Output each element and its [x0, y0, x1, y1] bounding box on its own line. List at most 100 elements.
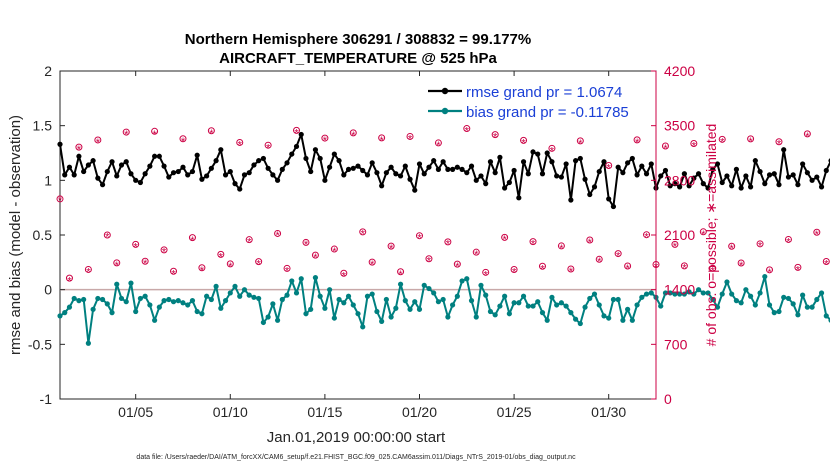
obs-assimilated-point: * — [588, 237, 593, 249]
obs-assimilated-point: * — [597, 256, 602, 268]
obs-possible-point — [803, 130, 811, 138]
rmse-point — [733, 166, 740, 172]
bias-point — [317, 293, 323, 299]
rmse-point — [454, 164, 460, 170]
bias-point — [719, 291, 725, 297]
rmse-point — [776, 182, 782, 188]
rmse-point — [691, 175, 697, 181]
rmse-point — [506, 179, 512, 186]
rmse-point — [95, 175, 101, 181]
bias-point — [800, 292, 806, 298]
rmse-point — [241, 172, 248, 178]
rmse-point — [218, 147, 224, 153]
obs-possible-point — [586, 236, 594, 244]
bias-point — [672, 291, 678, 297]
obs-possible-point — [160, 246, 168, 254]
rmse-point — [738, 185, 744, 191]
bias-point — [345, 293, 352, 299]
y-tick-label-left: 0.5 — [33, 227, 53, 243]
obs-possible-point — [756, 240, 764, 248]
bias-point — [256, 295, 262, 302]
obs-assimilated-point: * — [540, 263, 545, 275]
bias-point — [62, 310, 68, 316]
y-tick-label-right: 2100 — [664, 227, 695, 243]
bias-point — [246, 292, 252, 298]
rmse-point — [648, 161, 654, 167]
obs-possible-point — [709, 264, 717, 272]
bias-point — [241, 287, 248, 293]
obs-assimilated-point: * — [739, 260, 744, 272]
obs-possible-point — [188, 234, 196, 242]
obs-assimilated-point: * — [692, 140, 697, 152]
rmse-point — [293, 143, 300, 150]
y-tick-label-right: 0 — [664, 391, 672, 407]
obs-assimilated-point: * — [115, 260, 120, 272]
rmse-point — [748, 184, 754, 190]
obs-possible-point — [605, 161, 613, 169]
bias-point — [331, 315, 337, 321]
obs-possible-point — [236, 138, 244, 146]
bias-point — [66, 304, 73, 310]
bias-point — [76, 298, 82, 304]
rmse-point — [710, 166, 716, 172]
bias-point — [823, 313, 829, 319]
obs-possible-point — [501, 233, 509, 241]
rmse-point — [643, 171, 650, 177]
rmse-point — [213, 158, 219, 164]
bias-point — [762, 273, 768, 280]
obs-possible-point — [718, 135, 726, 143]
rmse-point — [57, 141, 63, 147]
bias-point — [568, 310, 574, 316]
obs-assimilated-point: * — [493, 131, 498, 143]
obs-assimilated-point: * — [578, 138, 583, 150]
rmse-point — [109, 159, 115, 165]
rmse-point — [615, 164, 621, 170]
obs-assimilated-point: * — [644, 232, 649, 244]
rmse-point — [298, 131, 304, 138]
rmse-point — [435, 166, 442, 172]
rmse-point — [539, 171, 546, 177]
obs-assimilated-point: * — [465, 126, 470, 138]
bias-point — [402, 298, 408, 304]
bias-point — [374, 308, 380, 315]
rmse-point — [62, 172, 68, 178]
rmse-point — [785, 174, 792, 180]
obs-possible-point — [397, 268, 405, 276]
obs-assimilated-point: * — [380, 135, 385, 147]
bias-point — [298, 276, 304, 282]
bias-point — [667, 290, 673, 296]
obs-possible-point — [340, 269, 348, 277]
obs-possible-point — [245, 236, 253, 244]
rmse-point — [431, 158, 437, 164]
obs-assimilated-point: * — [635, 137, 640, 149]
bias-point — [625, 306, 631, 312]
bias-point — [748, 293, 754, 299]
obs-assimilated-point: * — [105, 232, 110, 244]
bias-point — [459, 278, 465, 284]
obs-assimilated-point: * — [228, 261, 233, 273]
obs-possible-point — [822, 257, 830, 265]
bias-point — [502, 293, 508, 299]
rmse-point — [473, 177, 479, 183]
rmse-point — [312, 147, 319, 153]
rmse-point — [265, 165, 271, 171]
obs-assimilated-point: * — [323, 135, 328, 147]
obs-possible-point — [94, 136, 102, 144]
bias-point — [752, 302, 758, 308]
obs-assimilated-point: * — [607, 162, 612, 174]
bias-point — [781, 294, 787, 300]
bias-point — [303, 311, 309, 317]
bias-point — [407, 306, 413, 312]
rmse-point — [279, 166, 285, 172]
rmse-point — [544, 150, 550, 156]
obs-assimilated-point: * — [209, 128, 214, 140]
bias-point — [639, 294, 645, 300]
rmse-point — [355, 163, 361, 169]
bias-point — [412, 299, 418, 305]
y-tick-label-right: 1400 — [664, 282, 695, 298]
rmse-point — [374, 170, 380, 176]
y-axis-label-right: # of obs: o=possible; ∗=assimilated — [703, 124, 719, 347]
obs-possible-point — [84, 265, 92, 273]
bias-point — [554, 302, 560, 308]
rmse-point — [189, 168, 196, 175]
